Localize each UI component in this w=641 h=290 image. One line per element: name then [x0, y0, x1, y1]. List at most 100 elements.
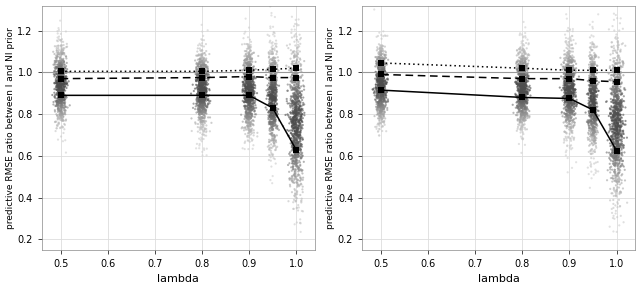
Point — [515, 83, 526, 87]
Point — [512, 95, 522, 99]
Point — [56, 93, 66, 98]
Point — [56, 98, 66, 102]
Point — [242, 86, 252, 90]
Point — [587, 25, 597, 29]
Point — [519, 105, 529, 110]
Point — [292, 149, 303, 153]
Point — [197, 38, 207, 42]
Point — [381, 93, 391, 97]
Point — [201, 58, 212, 63]
Point — [58, 50, 68, 55]
Point — [202, 93, 212, 97]
Point — [194, 52, 204, 57]
Point — [515, 96, 525, 101]
Point — [566, 116, 576, 120]
Point — [565, 84, 575, 89]
Point — [56, 78, 66, 83]
Point — [588, 133, 598, 137]
Point — [570, 41, 581, 46]
Point — [520, 61, 530, 66]
Point — [516, 90, 526, 95]
Point — [203, 102, 213, 107]
Point — [195, 84, 205, 89]
Point — [199, 132, 209, 137]
Point — [58, 93, 68, 98]
Point — [562, 109, 572, 114]
Point — [563, 90, 573, 95]
Point — [564, 39, 574, 44]
Point — [245, 88, 255, 93]
Point — [265, 95, 276, 100]
Point — [246, 71, 256, 76]
Point — [199, 90, 210, 95]
Point — [562, 85, 572, 89]
Point — [567, 98, 578, 103]
Point — [247, 79, 257, 84]
Point — [514, 82, 524, 87]
Point — [610, 125, 620, 129]
Point — [55, 93, 65, 97]
Point — [518, 89, 528, 94]
Point — [248, 82, 258, 86]
Point — [520, 57, 530, 61]
Point — [288, 143, 298, 148]
Point — [288, 141, 298, 145]
Point — [375, 61, 385, 66]
Point — [615, 70, 625, 75]
Point — [516, 82, 526, 87]
Point — [374, 61, 385, 66]
Point — [290, 93, 301, 98]
Point — [269, 70, 279, 74]
Point — [242, 86, 252, 91]
Point — [297, 152, 307, 157]
Point — [51, 65, 62, 69]
Point — [373, 81, 383, 86]
Point — [583, 119, 594, 123]
Point — [56, 84, 66, 88]
Point — [375, 65, 385, 69]
Point — [515, 76, 526, 80]
Point — [378, 66, 388, 71]
Point — [197, 78, 208, 83]
Point — [514, 63, 524, 68]
Point — [522, 98, 533, 102]
Point — [197, 122, 207, 127]
Point — [569, 90, 579, 95]
Point — [196, 95, 206, 100]
Point — [267, 102, 278, 106]
Point — [516, 110, 526, 114]
Point — [242, 54, 252, 59]
Point — [240, 86, 251, 90]
Point — [373, 93, 383, 98]
Point — [245, 122, 255, 127]
Point — [584, 109, 594, 113]
Point — [268, 90, 278, 95]
Point — [293, 126, 303, 130]
Point — [200, 97, 210, 101]
Point — [566, 94, 576, 98]
Point — [288, 103, 299, 107]
Point — [295, 163, 305, 167]
Point — [268, 107, 278, 112]
Point — [517, 109, 527, 114]
Point — [294, 106, 304, 110]
Point — [609, 186, 619, 190]
Point — [565, 128, 576, 133]
Point — [57, 97, 67, 101]
Point — [568, 91, 578, 95]
Point — [269, 134, 279, 139]
Point — [377, 78, 387, 83]
Point — [241, 80, 251, 85]
Point — [58, 89, 69, 93]
Point — [610, 75, 620, 80]
Point — [610, 65, 620, 70]
Point — [615, 98, 626, 102]
Point — [287, 95, 297, 99]
Point — [611, 68, 621, 73]
Point — [519, 75, 529, 80]
Point — [562, 85, 572, 90]
Point — [264, 93, 274, 97]
Point — [570, 68, 581, 73]
Point — [613, 101, 623, 106]
Point — [591, 53, 601, 58]
